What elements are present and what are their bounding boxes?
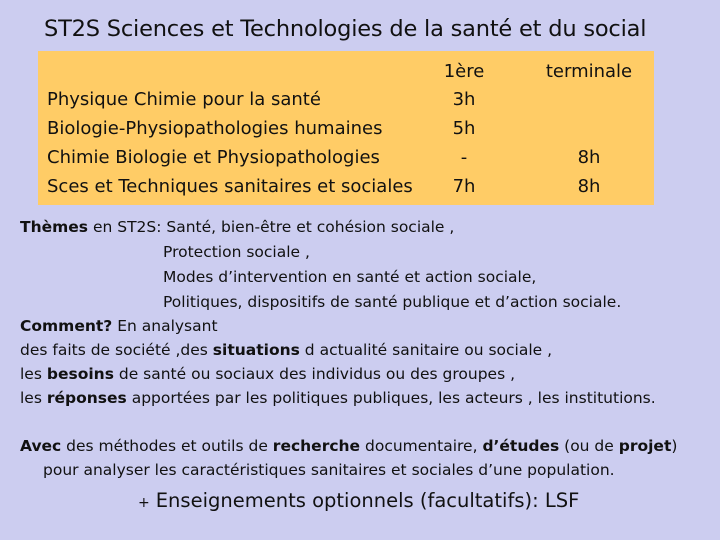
themes-intro: en ST2S: Santé, bien-être et cohésion so… [88, 218, 455, 236]
text-span: d actualité sanitaire ou sociale , [299, 341, 553, 359]
comment-line: Comment? En analysant [20, 317, 218, 335]
table-row: Biologie-Physiopathologies humaines 5h [38, 118, 654, 146]
hours-terminale: 8h [577, 147, 601, 168]
bold-term: recherche [272, 437, 361, 455]
theme-item: Politiques, dispositifs de santé publiqu… [163, 293, 622, 311]
text-span: (ou de [559, 437, 619, 455]
subjects-table: 1ère terminale Physique Chimie pour la s… [38, 51, 654, 205]
table-row: Chimie Biologie et Physiopathologies - 8… [38, 147, 654, 175]
bold-term: d’études [482, 437, 560, 455]
header-terminale: terminale [545, 61, 633, 82]
bold-term: projet [618, 437, 672, 455]
bold-term: besoins [46, 365, 114, 383]
theme-item: Modes d’intervention en santé et action … [163, 268, 537, 286]
table-row: Physique Chimie pour la santé 3h [38, 89, 654, 117]
hours-terminale: 8h [577, 176, 601, 197]
comment-reponses-line: les réponses apportées par les politique… [20, 389, 656, 407]
themes-line: Thèmes en ST2S: Santé, bien-être et cohé… [20, 218, 454, 236]
hours-premiere: - [460, 147, 468, 168]
hours-premiere: 5h [452, 118, 476, 139]
subject-name: Chimie Biologie et Physiopathologies [47, 147, 380, 168]
subject-name: Biologie-Physiopathologies humaines [47, 118, 383, 139]
footer-text: Enseignements optionnels (facultatifs): … [155, 489, 580, 512]
text-span: les [20, 365, 47, 383]
theme-item: Protection sociale , [163, 243, 310, 261]
subject-name: Sces et Techniques sanitaires et sociale… [47, 176, 413, 197]
bold-term: réponses [46, 389, 127, 407]
text-span: apportées par les politiques publiques, … [126, 389, 656, 407]
avec-line-2: pour analyser les caractéristiques sanit… [43, 461, 615, 479]
comment-besoins-line: les besoins de santé ou sociaux des indi… [20, 365, 515, 383]
avec-label: Avec [20, 437, 62, 455]
footer-options: + Enseignements optionnels (facultatifs):… [138, 489, 579, 512]
plus-icon: + [138, 495, 150, 511]
comment-situations-line: des faits de société ,des situations d a… [20, 341, 552, 359]
text-span: des faits de société ,des [20, 341, 213, 359]
avec-line: Avec des méthodes et outils de recherche… [20, 437, 677, 455]
comment-rest: En analysant [112, 317, 218, 335]
text-span: les [20, 389, 47, 407]
page-title: ST2S Sciences et Technologies de la sant… [44, 16, 647, 42]
themes-label: Thèmes [20, 218, 89, 236]
text-span: ) [671, 437, 678, 455]
bold-term: situations [212, 341, 300, 359]
hours-premiere: 7h [452, 176, 476, 197]
text-span: de santé ou sociaux des individus ou des… [113, 365, 516, 383]
subject-name: Physique Chimie pour la santé [47, 89, 321, 110]
hours-premiere: 3h [452, 89, 476, 110]
header-premiere: 1ère [443, 61, 485, 82]
comment-label: Comment? [20, 317, 113, 335]
table-row: Sces et Techniques sanitaires et sociale… [38, 176, 654, 204]
text-span: documentaire, [360, 437, 483, 455]
table-header-row: 1ère terminale [38, 61, 654, 89]
text-span: des méthodes et outils de [61, 437, 273, 455]
